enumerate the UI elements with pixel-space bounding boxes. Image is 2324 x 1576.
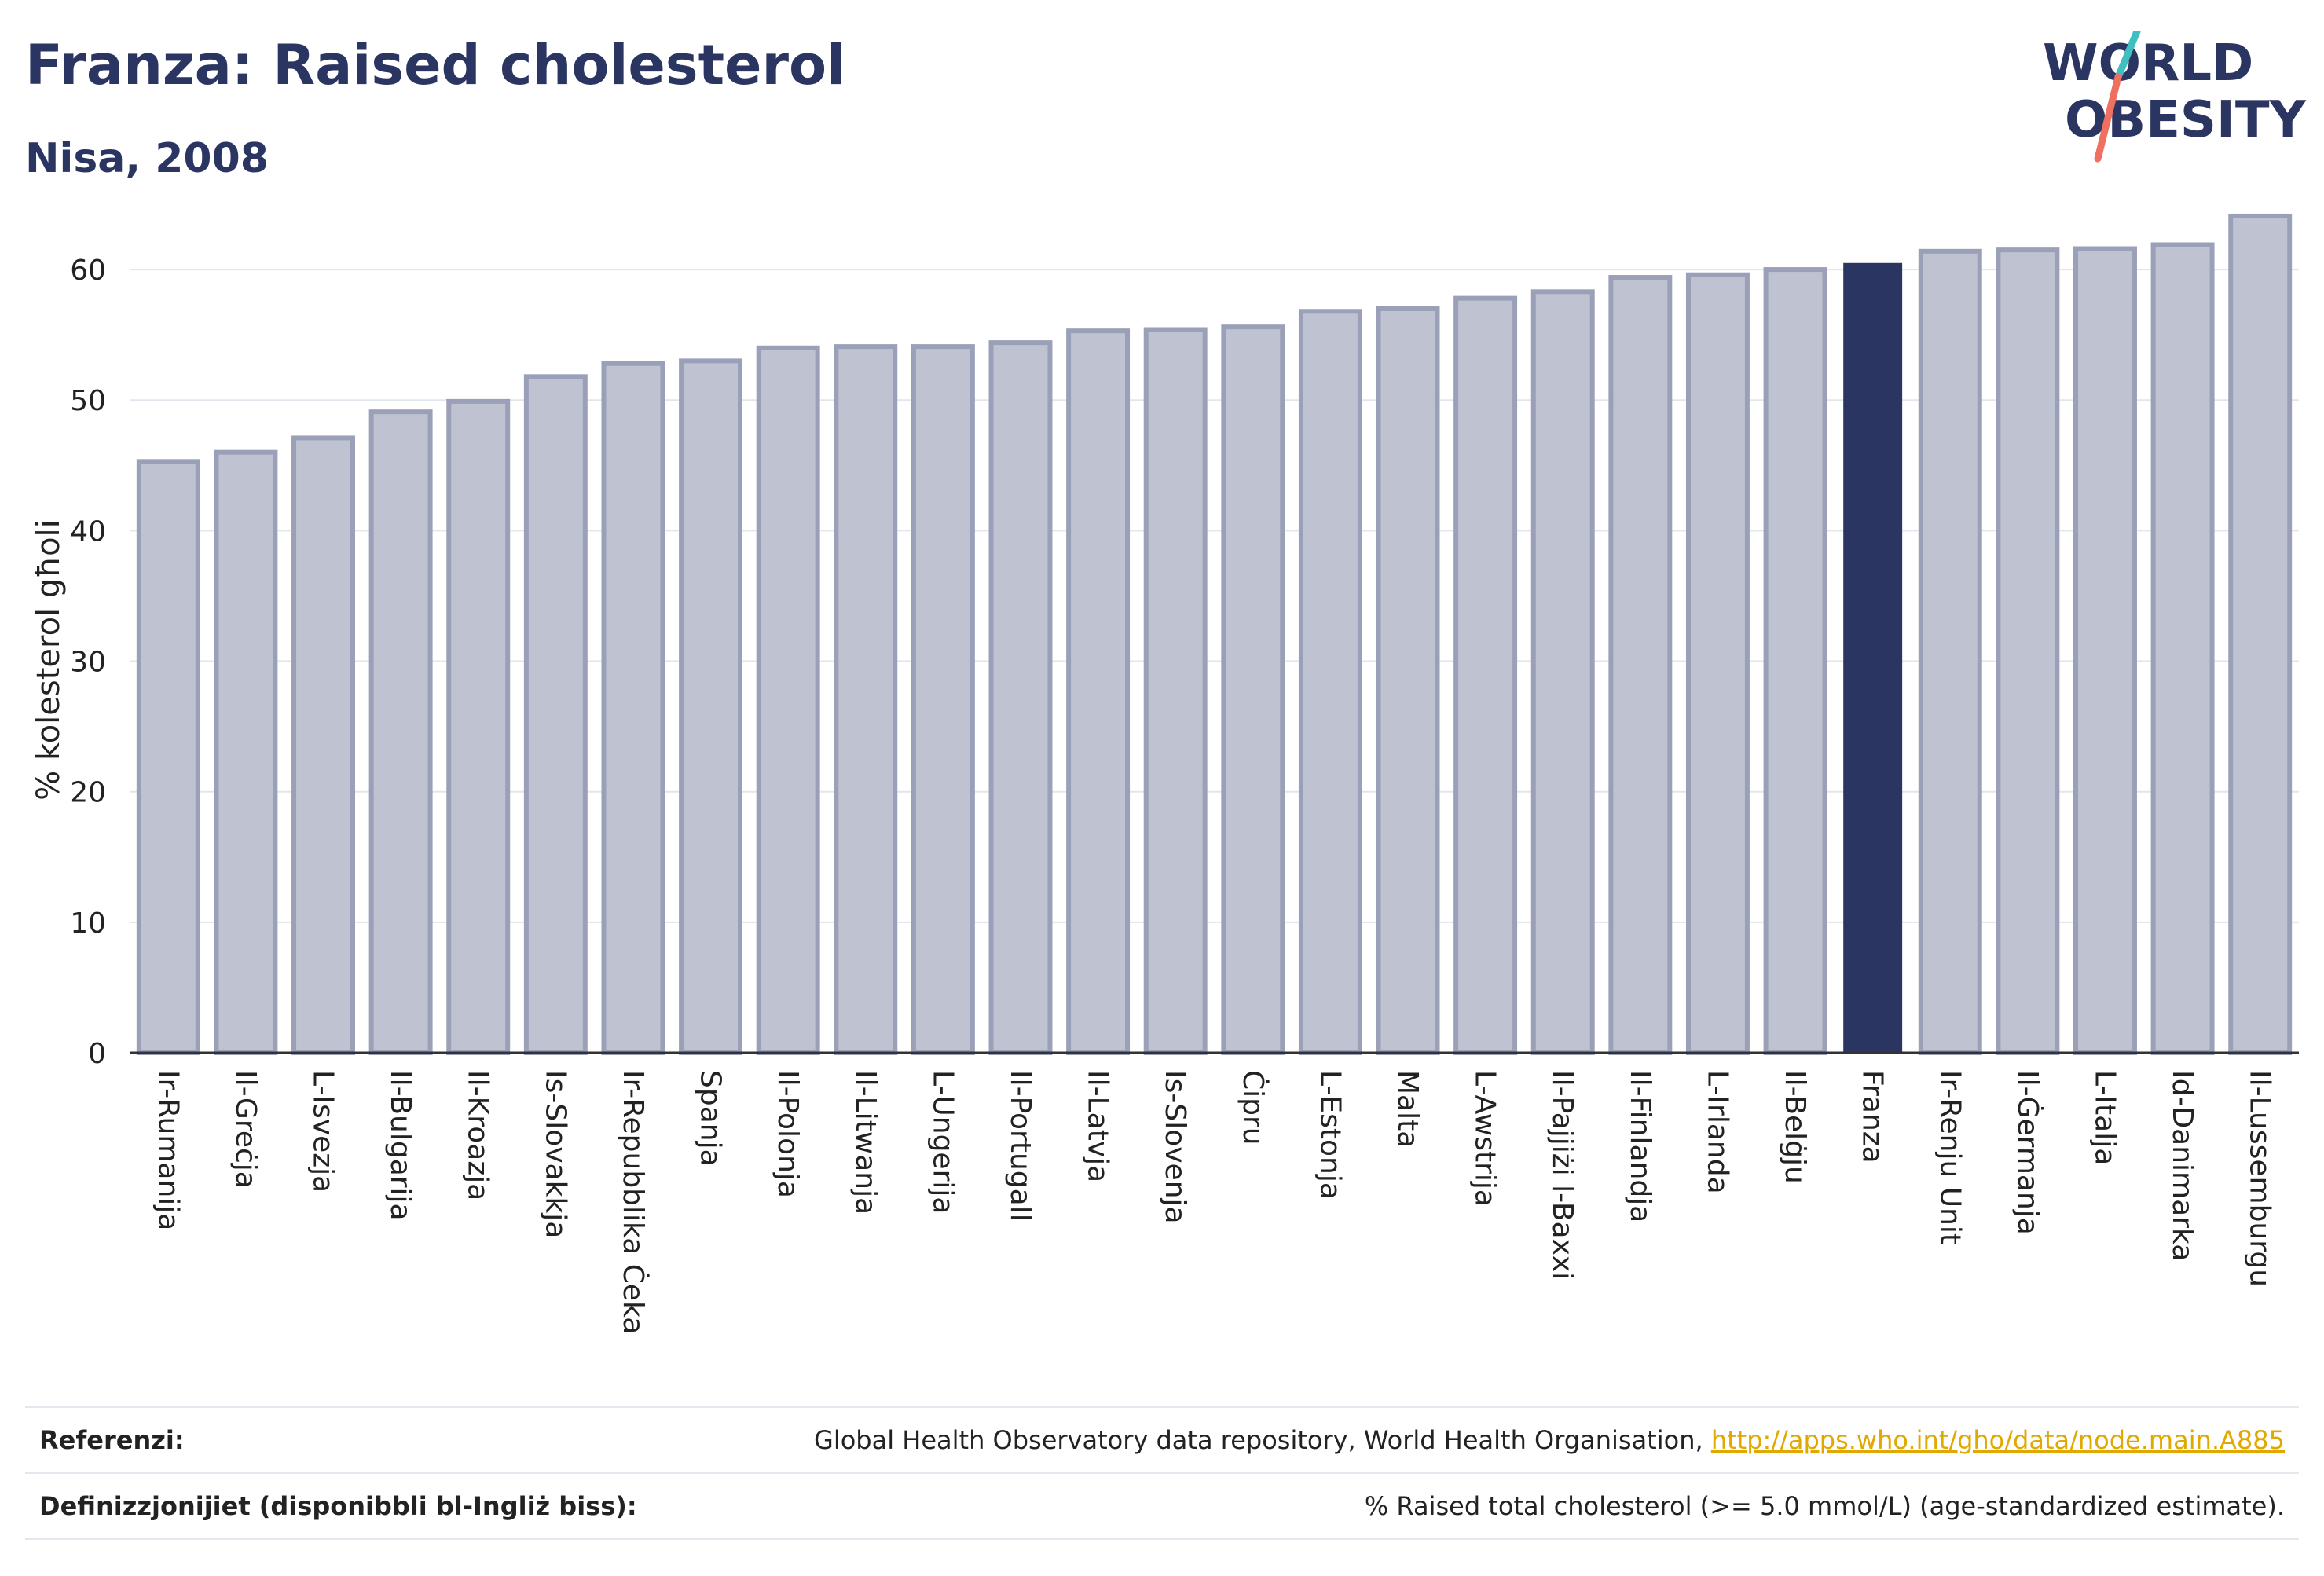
y-tick-label: 10 — [70, 907, 106, 940]
x-tick-label: Il-Pajjiżi l-Baxxi — [1546, 1070, 1578, 1280]
chart-title: Franza: Raised cholesterol — [25, 33, 846, 97]
y-tick-label: 20 — [70, 777, 106, 809]
bar — [1685, 272, 1750, 1055]
y-tick-label: 40 — [70, 515, 106, 548]
bar — [756, 345, 820, 1055]
bar — [1143, 327, 1208, 1055]
bars-layer — [136, 213, 2293, 1056]
x-tick-label: Il-Greċja — [229, 1070, 262, 1189]
x-tick-label: Ir-Renju Unit — [1934, 1070, 1966, 1244]
x-tick-label: Is-Slovenja — [1159, 1070, 1191, 1224]
x-tick-label: L-Awstrija — [1469, 1070, 1501, 1207]
bar — [911, 344, 975, 1056]
x-tick-label: L-Isvezja — [307, 1070, 339, 1193]
x-tick-label: L-Irlanda — [1701, 1070, 1733, 1194]
x-tick-label: Is-Slovakkja — [539, 1070, 571, 1238]
x-tick-label: Ir-Repubblika Ċeka — [617, 1070, 650, 1334]
bar — [2228, 213, 2293, 1055]
bar — [1918, 248, 1982, 1056]
x-tick-label: Il-Litwanja — [849, 1070, 882, 1215]
bar — [1376, 306, 1440, 1055]
bar — [1608, 275, 1673, 1055]
y-tick-label: 0 — [88, 1038, 106, 1070]
bar — [446, 398, 511, 1055]
bar — [214, 449, 278, 1055]
references-link[interactable]: http://apps.who.int/gho/data/node.main.A… — [1710, 1425, 2285, 1455]
world-obesity-logo: WORLD OBESITY — [2043, 31, 2306, 163]
bar — [2150, 242, 2215, 1055]
x-tick-label: Malta — [1391, 1070, 1424, 1148]
x-tick-label: Il-Ġermanja — [2011, 1070, 2044, 1235]
axis-layer: 0 10 20 30 40 50 60 Ir-Rumanija Il-Greċja L-Isvez… — [70, 255, 2299, 1334]
chart-subtitle: Nisa, 2008 — [25, 135, 269, 182]
x-tick-label: Il-Finlandja — [1624, 1070, 1656, 1222]
x-tick-label: Ċipru — [1237, 1070, 1270, 1145]
references-row: Referenzi: Global Health Observatory dat… — [25, 1406, 2299, 1472]
x-tick-label: Il-Kroazja — [462, 1070, 494, 1200]
definitions-label: Definizzjonijiet (disponibbli bl-Ingliż … — [39, 1491, 637, 1521]
definitions-text: % Raised total cholesterol (>= 5.0 mmol/… — [1364, 1491, 2285, 1521]
bar-chart: 0 10 20 30 40 50 60 Ir-Rumanija Il-Greċja L-Isvez… — [31, 213, 2299, 1334]
definitions-row: Definizzjonijiet (disponibbli bl-Ingliż … — [25, 1472, 2299, 1538]
bar — [523, 374, 588, 1056]
bar — [1221, 324, 1285, 1055]
x-tick-label: Spanja — [695, 1070, 727, 1167]
bar — [136, 459, 200, 1055]
x-tick-label: Il-Bulgarija — [384, 1070, 416, 1221]
bar — [834, 344, 898, 1056]
bar — [2073, 246, 2137, 1055]
y-tick-label: 50 — [70, 385, 106, 417]
x-tick-label: Franza — [1857, 1070, 1889, 1164]
y-tick-label: 60 — [70, 255, 106, 287]
bar — [1530, 289, 1595, 1056]
references-value: Global Health Observatory data repositor… — [814, 1425, 2285, 1455]
logo-line1: WORLD — [2043, 35, 2253, 93]
x-tick-label: Id-Danimarka — [2166, 1070, 2198, 1261]
bar — [1453, 295, 1518, 1055]
x-tick-label: Il-Polonja — [772, 1070, 804, 1198]
bar — [601, 361, 665, 1055]
references-text: Global Health Observatory data repositor… — [814, 1425, 1711, 1455]
bar — [291, 435, 355, 1055]
x-tick-label: L-Ungerija — [926, 1070, 959, 1214]
x-tick-label: L-Estonja — [1314, 1070, 1346, 1200]
bar — [1066, 328, 1131, 1055]
bar — [1843, 262, 1903, 1053]
bar — [1763, 267, 1827, 1056]
bar — [679, 358, 743, 1055]
x-tick-label: Ir-Rumanija — [152, 1070, 184, 1230]
y-axis-label: % kolesterol għoli — [31, 519, 67, 801]
x-tick-label: L-Italja — [2088, 1070, 2121, 1165]
y-tick-label: 30 — [70, 647, 106, 679]
footer-divider — [25, 1538, 2299, 1540]
bar — [988, 340, 1053, 1056]
x-tick-label: Il-Belġju — [1779, 1070, 1811, 1184]
bar — [368, 409, 433, 1055]
x-tick-label: Il-Latvja — [1082, 1070, 1114, 1182]
x-tick-label: Il-Portugall — [1004, 1070, 1036, 1222]
bar — [1996, 247, 2060, 1055]
bar — [1298, 309, 1362, 1055]
references-label: Referenzi: — [39, 1425, 185, 1455]
x-tick-label: Il-Lussemburgu — [2244, 1070, 2276, 1287]
